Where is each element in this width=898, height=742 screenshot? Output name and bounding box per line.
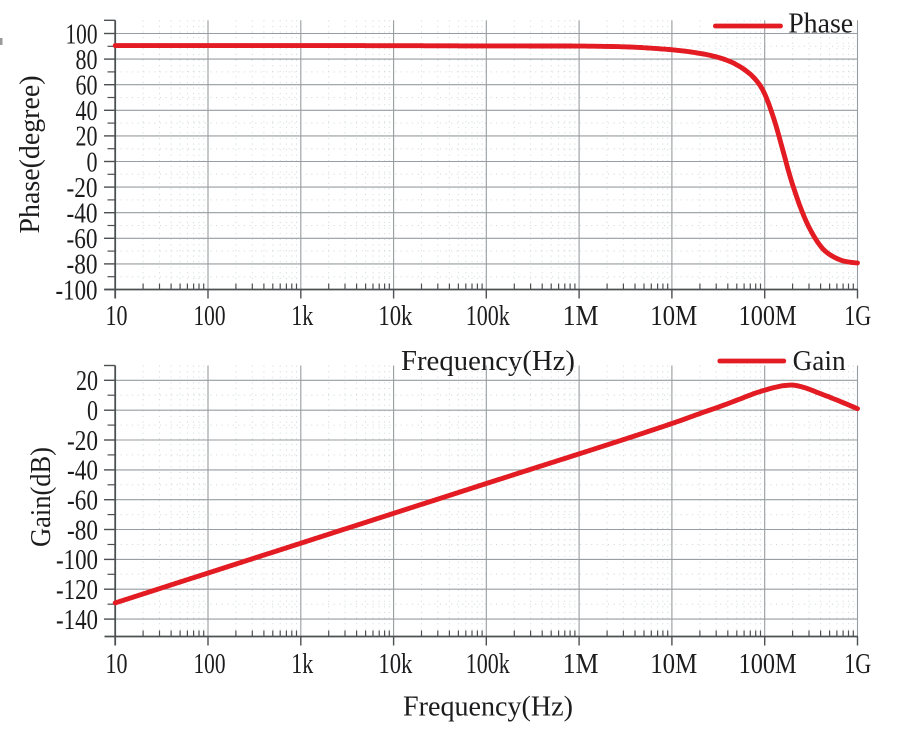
svg-text:10M: 10M xyxy=(650,300,697,332)
svg-text:-40: -40 xyxy=(67,198,98,230)
svg-text:-80: -80 xyxy=(67,514,98,546)
svg-text:1k: 1k xyxy=(291,300,313,332)
svg-text:100M: 100M xyxy=(739,648,797,680)
svg-text:100: 100 xyxy=(66,18,98,50)
svg-text:Phase(degree): Phase(degree) xyxy=(14,76,46,234)
svg-text:-100: -100 xyxy=(56,544,98,576)
svg-text:100k: 100k xyxy=(466,300,510,332)
svg-text:20: 20 xyxy=(76,365,98,397)
svg-text:-80: -80 xyxy=(67,249,98,281)
svg-text:20: 20 xyxy=(76,121,98,153)
svg-text:80: 80 xyxy=(76,44,98,76)
svg-text:1G: 1G xyxy=(844,300,871,332)
svg-text:10k: 10k xyxy=(378,300,412,332)
svg-text:1M: 1M xyxy=(563,648,599,680)
svg-text:-60: -60 xyxy=(67,485,98,517)
svg-text:Phase: Phase xyxy=(788,8,853,40)
svg-text:10M: 10M xyxy=(650,648,697,680)
svg-text:100k: 100k xyxy=(466,648,510,680)
svg-text:100M: 100M xyxy=(739,300,797,332)
svg-text:-20: -20 xyxy=(67,172,98,204)
svg-text:60: 60 xyxy=(76,70,98,102)
svg-text:-140: -140 xyxy=(56,604,98,636)
svg-text:10: 10 xyxy=(106,300,128,332)
svg-text:Frequency(Hz): Frequency(Hz) xyxy=(403,691,573,723)
svg-text:1k: 1k xyxy=(291,648,313,680)
svg-text:Frequency(Hz): Frequency(Hz) xyxy=(401,345,575,377)
svg-text:-100: -100 xyxy=(56,274,98,306)
svg-text:-60: -60 xyxy=(67,223,98,255)
svg-text:Gain(dB): Gain(dB) xyxy=(25,447,57,547)
svg-text:1G: 1G xyxy=(844,648,871,680)
svg-text:10: 10 xyxy=(106,648,128,680)
svg-text:-40: -40 xyxy=(67,455,98,487)
svg-text:0: 0 xyxy=(87,146,98,178)
svg-text:Gain: Gain xyxy=(793,345,846,377)
svg-text:10k: 10k xyxy=(378,648,412,680)
svg-text:1M: 1M xyxy=(563,300,599,332)
svg-text:100: 100 xyxy=(194,300,226,332)
svg-text:0: 0 xyxy=(87,395,98,427)
svg-text:100: 100 xyxy=(194,648,226,680)
svg-text:-20: -20 xyxy=(67,425,98,457)
svg-text:-120: -120 xyxy=(56,574,98,606)
svg-text:40: 40 xyxy=(76,95,98,127)
